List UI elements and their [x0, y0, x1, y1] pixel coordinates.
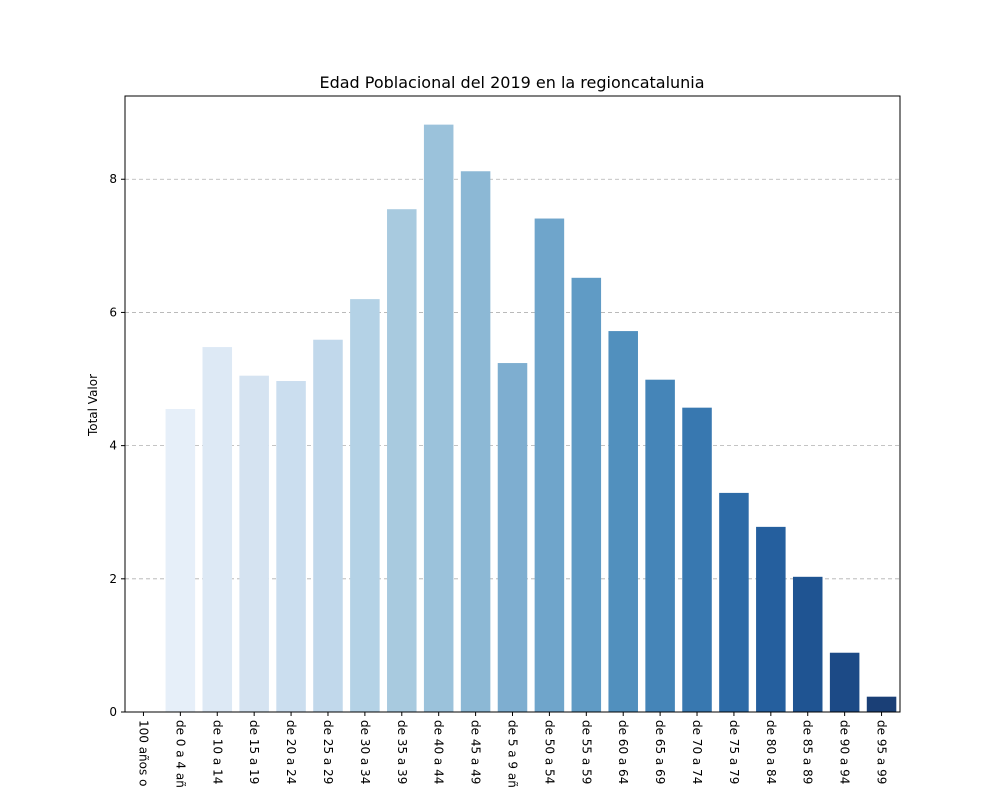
x-tick-label: de 5 a 9 añ [506, 720, 520, 788]
bar [423, 124, 454, 712]
bar [571, 277, 602, 712]
x-tick-label: de 80 a 84 [764, 720, 778, 784]
bar [387, 209, 417, 712]
x-tick-label: de 70 a 74 [690, 720, 704, 784]
x-tick-label: de 30 a 34 [358, 720, 372, 784]
x-tick-label: de 10 a 14 [210, 720, 224, 784]
bar [460, 171, 491, 712]
x-tick-label: de 25 a 29 [321, 720, 335, 784]
bar [239, 375, 269, 712]
x-tick-label: de 90 a 94 [838, 720, 852, 784]
bar [829, 652, 860, 712]
x-tick-label: de 35 a 39 [395, 720, 409, 784]
y-tick-label: 0 [109, 705, 117, 719]
bar [608, 331, 638, 712]
bar [756, 526, 786, 712]
bar [866, 696, 897, 712]
y-tick-label: 8 [109, 172, 117, 186]
y-tick-label: 2 [109, 572, 117, 586]
bar [534, 218, 565, 712]
x-tick-label: de 65 a 69 [653, 720, 667, 784]
y-axis-label: Total Valor [86, 374, 100, 437]
x-tick-label: de 75 a 79 [727, 720, 741, 784]
x-tick-label: de 40 a 44 [432, 720, 446, 784]
bar [497, 363, 528, 712]
bar [645, 379, 675, 712]
x-tick-label: de 95 a 99 [875, 720, 889, 784]
bars [165, 124, 897, 712]
y-axis-ticks: 0 2 4 6 8 [109, 172, 125, 719]
bar [202, 347, 233, 712]
x-tick-label: de 0 a 4 añ [173, 720, 187, 788]
x-tick-label: de 50 a 54 [542, 720, 556, 784]
x-axis-ticks: 100 años o de 0 a 4 añ de 10 a 14 de 15 a 1… [136, 712, 889, 788]
x-tick-label: de 60 a 64 [616, 720, 630, 784]
y-tick-label: 4 [109, 439, 117, 453]
plot-frame [124, 95, 901, 713]
y-tick-label: 6 [109, 305, 117, 319]
bar [350, 299, 380, 712]
x-tick-label: de 20 a 24 [284, 720, 298, 784]
bar [276, 381, 306, 712]
x-tick-label: de 85 a 89 [801, 720, 815, 784]
bar [165, 408, 196, 712]
bar [313, 339, 343, 712]
x-tick-label: de 55 a 59 [579, 720, 593, 784]
chart-title: Edad Poblacional del 2019 en la regionca… [319, 73, 704, 92]
bar [792, 576, 823, 712]
bar [719, 492, 749, 712]
bar [682, 407, 712, 712]
x-tick-label: de 15 a 19 [247, 720, 261, 784]
x-tick-label: 100 años o [136, 720, 150, 786]
x-tick-label: de 45 a 49 [469, 720, 483, 784]
